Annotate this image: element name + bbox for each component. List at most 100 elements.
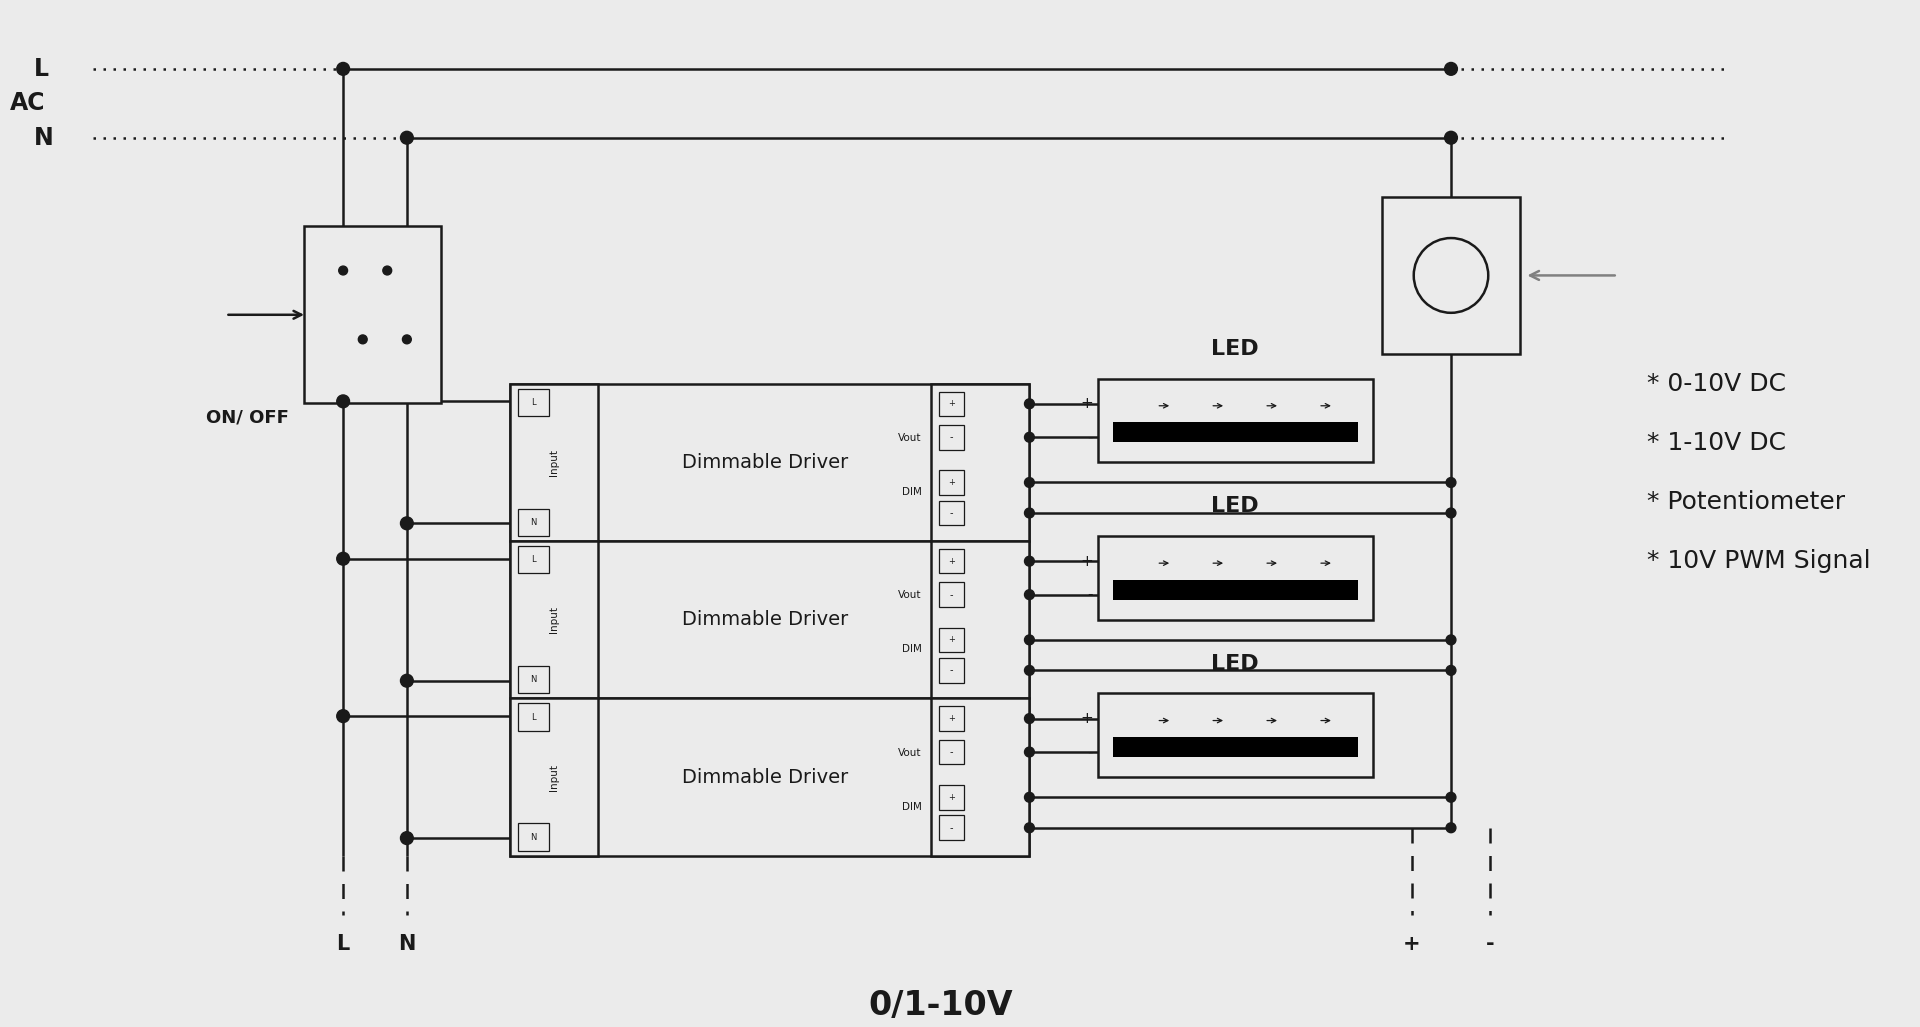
- Text: Input: Input: [549, 764, 559, 791]
- Text: -: -: [950, 747, 952, 757]
- Circle shape: [1444, 63, 1457, 75]
- Text: DIM: DIM: [902, 802, 922, 811]
- Circle shape: [336, 553, 349, 565]
- Text: ON/ OFF: ON/ OFF: [205, 408, 290, 426]
- Text: L: L: [35, 56, 50, 81]
- Text: -: -: [1087, 745, 1092, 760]
- Text: Input: Input: [549, 606, 559, 634]
- Circle shape: [1446, 635, 1455, 645]
- Circle shape: [1025, 747, 1035, 757]
- Bar: [939, 739, 964, 764]
- Circle shape: [401, 832, 413, 844]
- Circle shape: [1025, 714, 1035, 723]
- Text: +: +: [1081, 554, 1092, 569]
- Bar: [1098, 693, 1373, 777]
- Text: * 0-10V DC: * 0-10V DC: [1647, 372, 1786, 395]
- Circle shape: [1025, 557, 1035, 566]
- Bar: [931, 384, 1029, 541]
- Text: LED: LED: [1212, 654, 1260, 674]
- Text: +: +: [948, 636, 954, 644]
- Text: -: -: [950, 432, 952, 443]
- Circle shape: [1025, 478, 1035, 488]
- Bar: [939, 548, 964, 573]
- Text: +: +: [948, 557, 954, 566]
- Text: DIM: DIM: [902, 487, 922, 497]
- Circle shape: [338, 266, 348, 275]
- Bar: [511, 698, 597, 855]
- Bar: [931, 698, 1029, 855]
- Bar: [511, 384, 1029, 541]
- Circle shape: [1446, 823, 1455, 833]
- Text: Vout: Vout: [899, 591, 922, 600]
- Circle shape: [1025, 432, 1035, 443]
- Bar: [1114, 580, 1357, 600]
- Text: +: +: [948, 400, 954, 409]
- Text: DIM: DIM: [902, 644, 922, 654]
- Circle shape: [1025, 508, 1035, 518]
- Text: N: N: [530, 518, 536, 527]
- Bar: [1382, 197, 1519, 354]
- Text: +: +: [948, 793, 954, 802]
- Bar: [939, 470, 964, 495]
- Text: LED: LED: [1212, 496, 1260, 517]
- Text: Input: Input: [549, 449, 559, 476]
- Text: -: -: [1087, 429, 1092, 445]
- Bar: [511, 698, 1029, 855]
- Bar: [518, 508, 549, 536]
- Bar: [511, 541, 1029, 698]
- Text: -: -: [1486, 935, 1494, 954]
- Circle shape: [1025, 793, 1035, 802]
- Bar: [518, 388, 549, 416]
- Bar: [1114, 737, 1357, 757]
- Text: N: N: [35, 125, 54, 150]
- Text: -: -: [950, 589, 952, 600]
- Circle shape: [382, 266, 392, 275]
- Circle shape: [1446, 508, 1455, 518]
- Bar: [939, 501, 964, 525]
- Text: * 1-10V DC: * 1-10V DC: [1647, 430, 1786, 455]
- Circle shape: [359, 335, 367, 344]
- Circle shape: [1025, 823, 1035, 833]
- Text: * 10V PWM Signal: * 10V PWM Signal: [1647, 548, 1870, 573]
- Circle shape: [1025, 589, 1035, 600]
- Text: +: +: [1404, 935, 1421, 954]
- Text: AC: AC: [10, 91, 46, 115]
- Bar: [518, 703, 549, 731]
- Circle shape: [401, 517, 413, 530]
- Bar: [1098, 536, 1373, 619]
- Circle shape: [401, 131, 413, 144]
- Text: LED: LED: [1212, 339, 1260, 359]
- Bar: [303, 226, 442, 404]
- Bar: [939, 815, 964, 840]
- Circle shape: [336, 63, 349, 75]
- Text: L: L: [336, 935, 349, 954]
- Text: -: -: [950, 508, 952, 518]
- Bar: [511, 384, 597, 541]
- Text: L: L: [532, 556, 536, 564]
- Circle shape: [1446, 478, 1455, 488]
- Bar: [931, 541, 1029, 698]
- Text: N: N: [530, 675, 536, 684]
- Bar: [518, 824, 549, 851]
- Text: L: L: [532, 397, 536, 407]
- Circle shape: [1025, 398, 1035, 409]
- Text: 0/1-10V: 0/1-10V: [870, 989, 1014, 1022]
- Bar: [939, 391, 964, 416]
- Text: Vout: Vout: [899, 748, 922, 758]
- Bar: [518, 665, 549, 693]
- Text: -: -: [1087, 587, 1092, 602]
- Circle shape: [1446, 665, 1455, 676]
- Text: Vout: Vout: [899, 432, 922, 443]
- Text: * Potentiometer: * Potentiometer: [1647, 490, 1845, 514]
- Bar: [1114, 422, 1357, 443]
- Text: +: +: [948, 714, 954, 723]
- Text: -: -: [950, 665, 952, 676]
- Text: N: N: [530, 833, 536, 841]
- Circle shape: [1025, 665, 1035, 676]
- Circle shape: [336, 395, 349, 408]
- Circle shape: [401, 675, 413, 687]
- Text: -: -: [950, 823, 952, 833]
- Circle shape: [1025, 635, 1035, 645]
- Bar: [939, 785, 964, 809]
- Bar: [1098, 379, 1373, 462]
